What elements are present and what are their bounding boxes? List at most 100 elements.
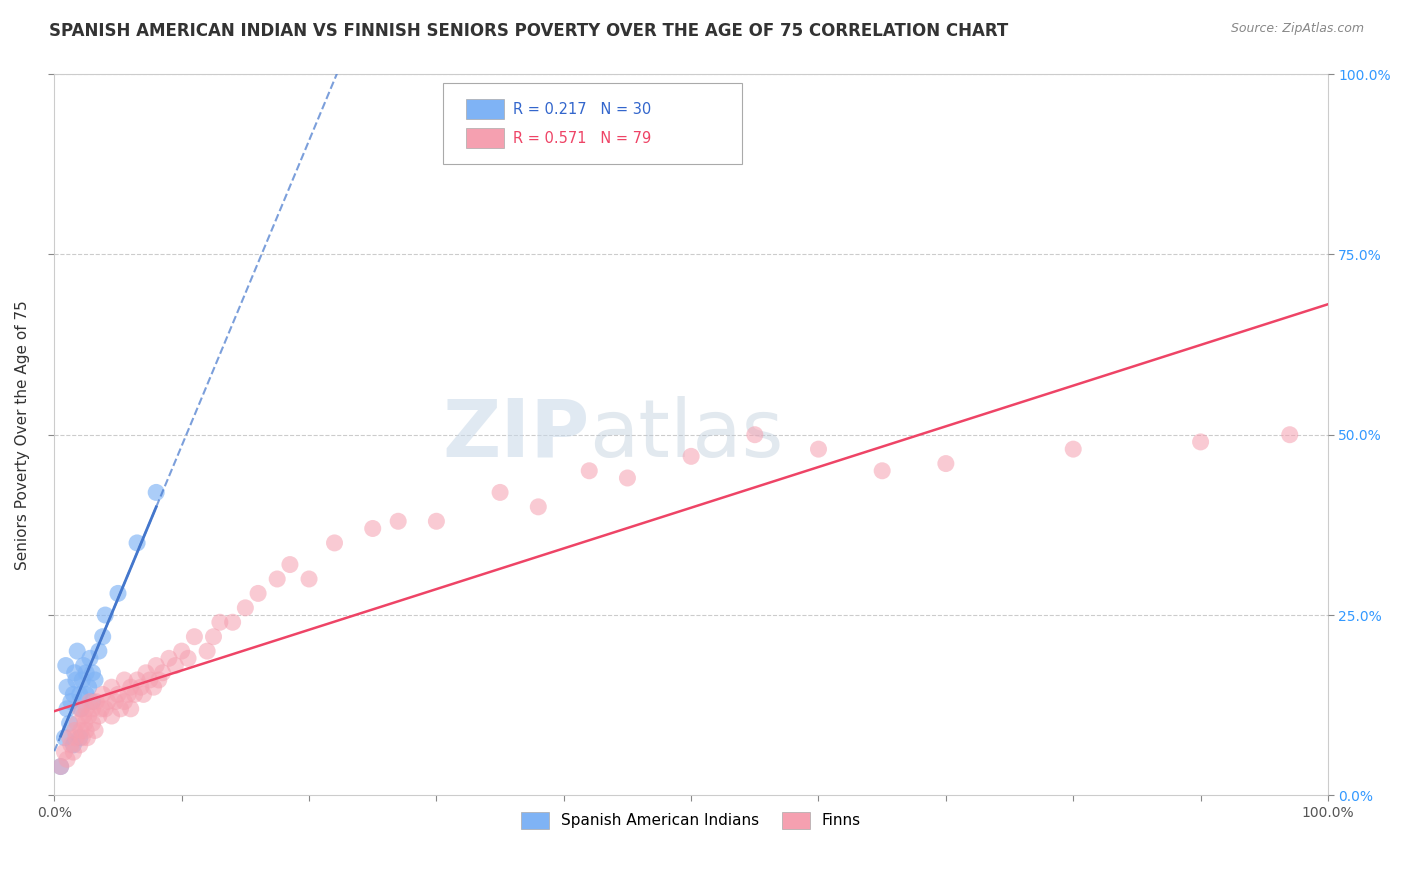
Point — [107, 586, 129, 600]
Point — [145, 485, 167, 500]
Point — [58, 716, 80, 731]
Point — [129, 680, 152, 694]
Point — [72, 673, 94, 687]
Point — [53, 745, 76, 759]
Point — [152, 665, 174, 680]
Point — [1189, 434, 1212, 449]
Point — [195, 644, 218, 658]
Point — [84, 673, 107, 687]
Point — [266, 572, 288, 586]
Point — [142, 680, 165, 694]
Point — [94, 608, 117, 623]
Point — [72, 658, 94, 673]
Point — [73, 716, 96, 731]
Point — [69, 731, 91, 745]
Point — [82, 702, 104, 716]
Point — [112, 673, 135, 687]
Point — [489, 485, 512, 500]
Point — [69, 738, 91, 752]
Point — [65, 673, 87, 687]
Point — [77, 709, 100, 723]
Point — [117, 687, 139, 701]
Point — [77, 680, 100, 694]
Point — [49, 759, 72, 773]
Text: R = 0.571   N = 79: R = 0.571 N = 79 — [513, 131, 651, 145]
Point — [62, 745, 84, 759]
Point — [69, 702, 91, 716]
Point — [744, 427, 766, 442]
Point — [55, 658, 77, 673]
FancyBboxPatch shape — [465, 99, 503, 120]
Point — [183, 630, 205, 644]
Point — [247, 586, 270, 600]
Point — [56, 680, 79, 694]
Point — [127, 536, 149, 550]
Point — [72, 709, 94, 723]
Point — [87, 709, 110, 723]
Point — [100, 709, 122, 723]
Point — [63, 723, 86, 738]
Point — [157, 651, 180, 665]
Point — [235, 600, 257, 615]
Point — [425, 514, 447, 528]
Point — [84, 723, 107, 738]
Point — [681, 450, 703, 464]
Point — [69, 687, 91, 701]
Text: Source: ZipAtlas.com: Source: ZipAtlas.com — [1230, 22, 1364, 36]
Point — [75, 687, 97, 701]
Point — [59, 695, 82, 709]
Point — [70, 723, 93, 738]
Point — [135, 665, 157, 680]
Point — [82, 665, 104, 680]
Point — [202, 630, 225, 644]
Point — [107, 687, 129, 701]
Point — [58, 731, 80, 745]
Point — [361, 521, 384, 535]
Point — [97, 695, 120, 709]
Point — [170, 644, 193, 658]
Point — [387, 514, 409, 528]
Point — [616, 471, 638, 485]
Point — [100, 680, 122, 694]
Point — [120, 702, 142, 716]
Point — [112, 695, 135, 709]
Point — [139, 673, 162, 687]
Point — [527, 500, 550, 514]
Point — [87, 644, 110, 658]
Point — [132, 687, 155, 701]
Point — [298, 572, 321, 586]
Text: ZIP: ZIP — [441, 396, 589, 474]
Point — [124, 687, 146, 701]
Point — [221, 615, 243, 630]
Y-axis label: Seniors Poverty Over the Age of 75: Seniors Poverty Over the Age of 75 — [15, 300, 30, 570]
Point — [145, 658, 167, 673]
Point — [56, 752, 79, 766]
Point — [127, 673, 149, 687]
Point — [59, 738, 82, 752]
Point — [1062, 442, 1084, 457]
Point — [56, 702, 79, 716]
Point — [935, 457, 957, 471]
Point — [870, 464, 893, 478]
Point — [278, 558, 301, 572]
Point — [91, 630, 114, 644]
Point — [49, 759, 72, 773]
Point — [66, 644, 89, 658]
Point — [94, 702, 117, 716]
Point — [91, 687, 114, 701]
Point — [148, 673, 170, 687]
Point — [1278, 427, 1301, 442]
Point — [75, 702, 97, 716]
Point — [807, 442, 830, 457]
Point — [62, 687, 84, 701]
Point — [65, 731, 87, 745]
Text: SPANISH AMERICAN INDIAN VS FINNISH SENIORS POVERTY OVER THE AGE OF 75 CORRELATIO: SPANISH AMERICAN INDIAN VS FINNISH SENIO… — [49, 22, 1008, 40]
Point — [62, 738, 84, 752]
Point — [82, 695, 104, 709]
Point — [86, 695, 108, 709]
Point — [177, 651, 200, 665]
Point — [79, 695, 101, 709]
FancyBboxPatch shape — [443, 83, 742, 164]
Point — [578, 464, 600, 478]
Text: R = 0.217   N = 30: R = 0.217 N = 30 — [513, 102, 651, 117]
